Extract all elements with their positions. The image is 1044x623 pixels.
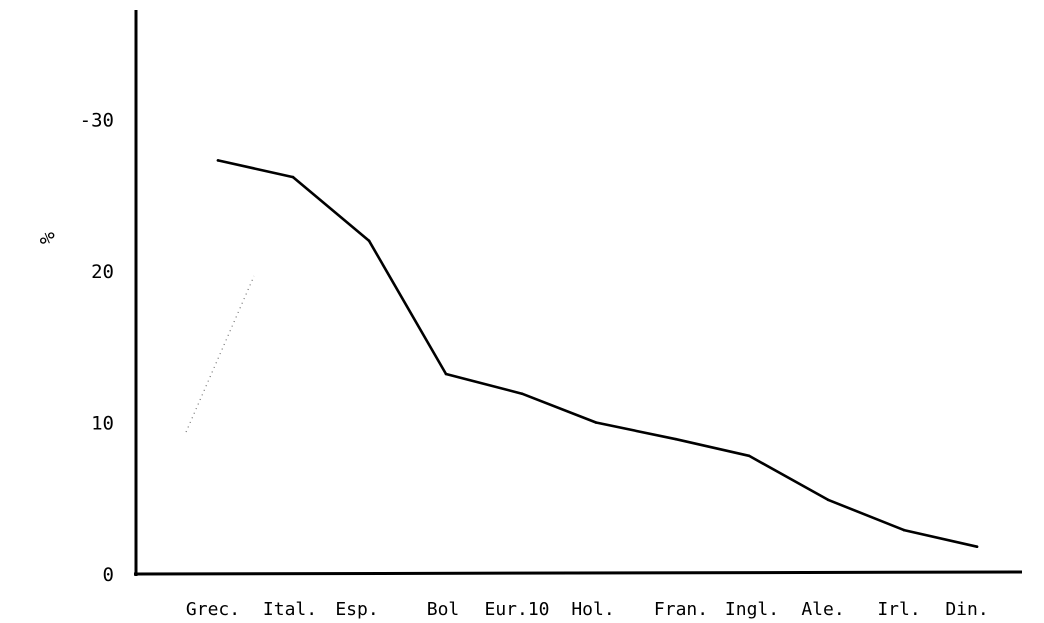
x-tick-label: Ingl. xyxy=(725,599,779,620)
data-point xyxy=(216,159,220,162)
x-tick-label: Grec. xyxy=(186,599,240,620)
x-tick-label: Din. xyxy=(945,599,988,620)
x-tick-label: Eur.10 xyxy=(484,599,549,620)
y-tick-label: 0 xyxy=(103,564,114,586)
data-point xyxy=(594,421,598,424)
x-tick-label: Fran. xyxy=(654,599,708,620)
series-layer xyxy=(216,159,979,549)
data-point xyxy=(902,528,906,532)
plot-area xyxy=(133,10,1023,576)
stray-mark xyxy=(185,275,255,433)
data-point xyxy=(291,175,295,179)
data-point xyxy=(520,392,524,396)
x-tick-label: Esp. xyxy=(335,599,378,620)
x-tick-label: Irl. xyxy=(877,599,920,620)
data-point xyxy=(674,437,678,441)
y-tick-labels: 0 10 20 -30 xyxy=(80,110,114,587)
x-tick-label: Ale. xyxy=(801,599,844,620)
y-tick-label: -30 xyxy=(80,110,114,132)
data-point xyxy=(747,454,751,458)
x-axis xyxy=(133,570,1023,576)
series-line xyxy=(216,159,979,549)
data-point xyxy=(826,498,830,502)
x-tick-label: Ital. xyxy=(263,599,317,620)
data-point xyxy=(975,545,979,548)
x-tick-label: Hol. xyxy=(571,599,614,620)
x-tick-labels: Grec. Ital. Esp. Bol Eur.10 Hol. Fran. Ingl. Ale… xyxy=(186,599,989,620)
x-tick-label: Bol xyxy=(427,599,460,620)
y-tick-label: 10 xyxy=(91,413,114,435)
scan-specks xyxy=(185,275,255,433)
y-axis-label: % xyxy=(35,232,59,244)
y-tick-label: 20 xyxy=(91,261,114,283)
data-point xyxy=(444,372,448,376)
data-point xyxy=(367,239,371,242)
